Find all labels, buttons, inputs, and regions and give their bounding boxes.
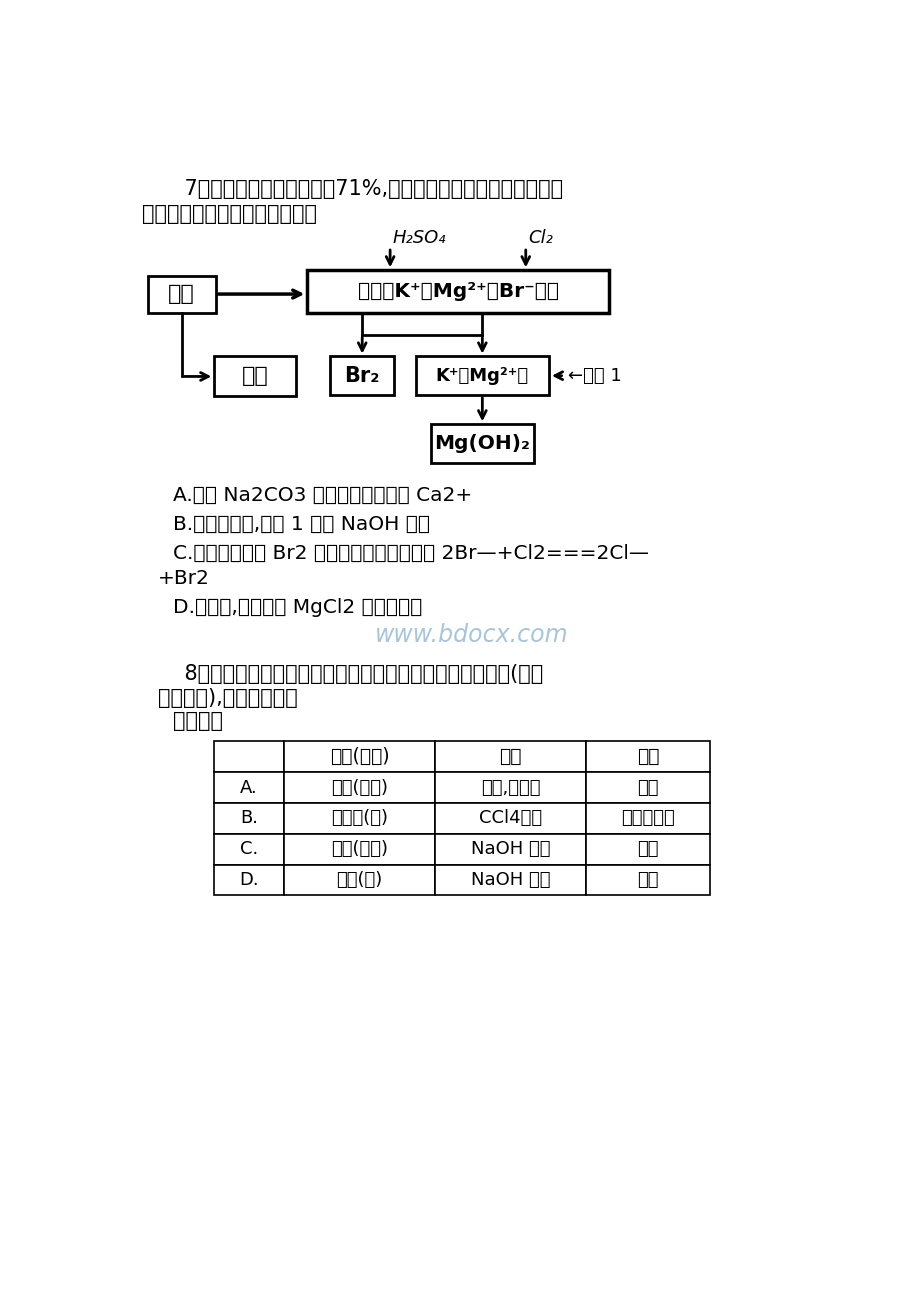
- Text: 8、某同学选择恰当的试剂和方法除去下列物质中少量杂质(括号: 8、某同学选择恰当的试剂和方法除去下列物质中少量杂质(括号: [157, 664, 542, 685]
- Text: 分液: 分液: [637, 840, 658, 858]
- Bar: [284, 833, 435, 865]
- Text: 乙醇(乙酸): 乙醇(乙酸): [331, 840, 388, 858]
- Bar: [284, 803, 435, 833]
- Bar: [415, 357, 549, 395]
- Text: 内为杂质),下列各项中不: 内为杂质),下列各项中不: [157, 687, 297, 707]
- Text: 乙烷(乙烯): 乙烷(乙烯): [331, 779, 388, 797]
- Text: K⁺、Mg²⁺等: K⁺、Mg²⁺等: [436, 367, 528, 384]
- Bar: [435, 865, 585, 896]
- Text: B.从成本考虑,试剂 1 选用 NaOH 溶液: B.从成本考虑,试剂 1 选用 NaOH 溶液: [173, 516, 430, 534]
- Bar: [214, 833, 284, 865]
- Text: 溃苯(溃): 溃苯(溃): [336, 871, 382, 889]
- Text: 碘化钒(碘): 碘化钒(碘): [331, 810, 388, 828]
- Text: 正确的是: 正确的是: [173, 711, 223, 730]
- Bar: [284, 741, 435, 772]
- Text: CCl4、水: CCl4、水: [479, 810, 541, 828]
- Text: 7、海洋约占地球表面积的71%,对其进行开发利用的部分流程如: 7、海洋约占地球表面积的71%,对其进行开发利用的部分流程如: [157, 180, 562, 199]
- Text: C.从苦卤中提取 Br2 的反应的离子方程式为 2Br—+Cl2===2Cl—: C.从苦卤中提取 Br2 的反应的离子方程式为 2Br—+Cl2===2Cl—: [173, 544, 649, 564]
- Text: 粗盐: 粗盐: [242, 366, 268, 387]
- Bar: [284, 865, 435, 896]
- Bar: [585, 833, 709, 865]
- Bar: [214, 803, 284, 833]
- Text: +Br2: +Br2: [157, 569, 210, 589]
- Text: B.: B.: [240, 810, 258, 828]
- Text: 试剂: 试剂: [499, 747, 521, 767]
- Bar: [435, 772, 585, 803]
- Text: ←试剂 1: ←试剂 1: [568, 367, 621, 384]
- Bar: [307, 271, 608, 312]
- Text: NaOH 溶液: NaOH 溶液: [471, 840, 550, 858]
- Bar: [330, 357, 393, 395]
- Text: 洗气: 洗气: [637, 779, 658, 797]
- Text: 溃水,浓确酸: 溃水,浓确酸: [481, 779, 539, 797]
- Bar: [585, 741, 709, 772]
- Text: Cl₂: Cl₂: [528, 229, 552, 247]
- Bar: [585, 803, 709, 833]
- Bar: [435, 803, 585, 833]
- Text: 萏取、分液: 萏取、分液: [620, 810, 675, 828]
- Text: Br₂: Br₂: [344, 366, 380, 385]
- Bar: [214, 741, 284, 772]
- Text: H₂SO₄: H₂SO₄: [392, 229, 446, 247]
- Text: C.: C.: [240, 840, 258, 858]
- Text: NaOH 溶液: NaOH 溶液: [471, 871, 550, 889]
- Bar: [585, 865, 709, 896]
- Bar: [435, 833, 585, 865]
- Bar: [585, 772, 709, 803]
- Text: www.bdocx.com: www.bdocx.com: [374, 624, 568, 647]
- Text: 右图所示。下列说法不正确的是: 右图所示。下列说法不正确的是: [142, 204, 317, 224]
- Bar: [435, 741, 585, 772]
- Bar: [214, 357, 295, 397]
- Text: A.可用 Na2CO3 溶液除去粗盐中的 Ca2+: A.可用 Na2CO3 溶液除去粗盐中的 Ca2+: [173, 486, 471, 505]
- Text: D.工业上,电解熔融 MgCl2 冶炼金属镁: D.工业上,电解熔融 MgCl2 冶炼金属镁: [173, 598, 422, 617]
- Text: 海水: 海水: [168, 284, 195, 305]
- Text: D.: D.: [239, 871, 258, 889]
- Bar: [147, 276, 216, 312]
- Bar: [431, 424, 533, 462]
- Text: 方法: 方法: [636, 747, 659, 767]
- Text: Mg(OH)₂: Mg(OH)₂: [434, 434, 529, 453]
- Bar: [284, 772, 435, 803]
- Text: 苦卤（K⁺、Mg²⁺、Br⁻等）: 苦卤（K⁺、Mg²⁺、Br⁻等）: [357, 281, 558, 301]
- Text: A.: A.: [240, 779, 257, 797]
- Bar: [214, 865, 284, 896]
- Text: 分液: 分液: [637, 871, 658, 889]
- Text: 物质(杂质): 物质(杂质): [329, 747, 389, 767]
- Bar: [214, 772, 284, 803]
